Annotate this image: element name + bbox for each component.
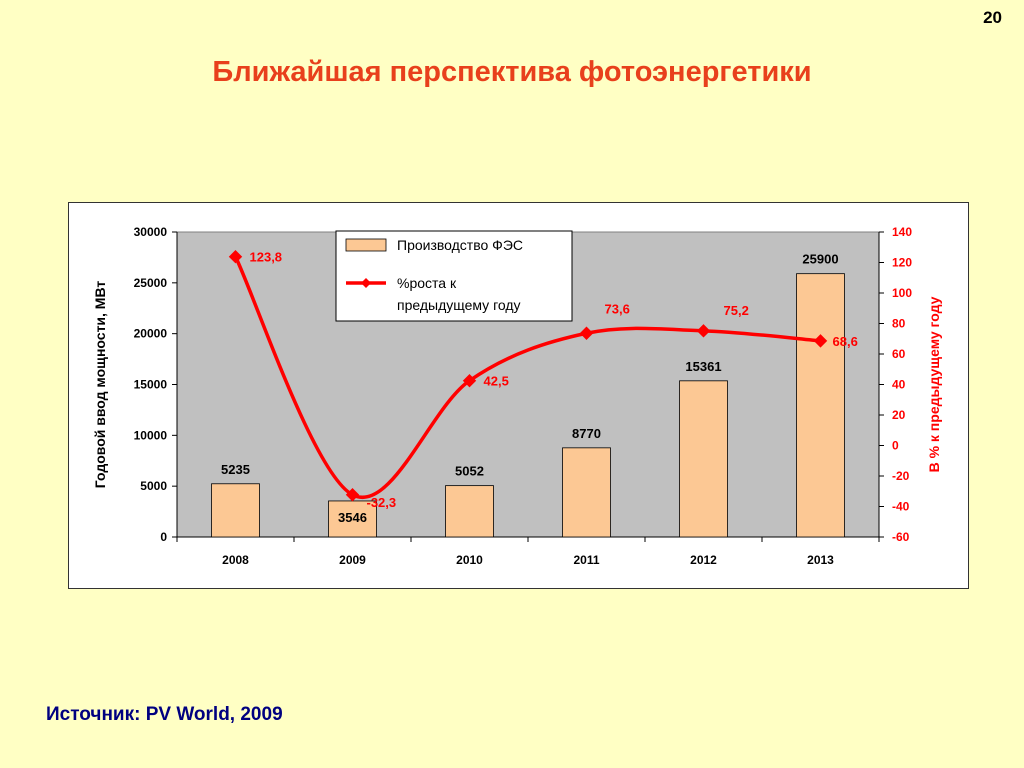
bar-2013 [796, 273, 845, 538]
y-right-tick-label: -40 [892, 500, 910, 514]
line-value-label: 68,6 [833, 334, 858, 349]
line-value-label: 73,6 [605, 301, 630, 316]
legend-bar-label: Производство ФЭС [397, 237, 523, 253]
bar-2011 [562, 447, 611, 538]
x-tick-label: 2011 [573, 553, 599, 567]
line-value-label: 75,2 [724, 303, 749, 318]
bar-2010 [445, 485, 494, 538]
line-value-label: 42,5 [484, 374, 509, 389]
line-value-label: -32,3 [367, 495, 397, 510]
bar-value-label: 25900 [802, 252, 838, 267]
x-tick-label: 2010 [456, 553, 483, 567]
bar-value-label: 8770 [572, 426, 601, 441]
x-tick-label: 2013 [807, 553, 834, 567]
bar-value-label: 5235 [221, 462, 250, 477]
page-number: 20 [983, 8, 1002, 27]
bar-2009 [328, 500, 377, 538]
line-marker-2009 [345, 488, 360, 502]
legend-line-label: %роста к [397, 275, 457, 291]
y-left-tick-label: 0 [160, 530, 167, 544]
y-right-tick-label: 20 [892, 408, 906, 422]
bar-value-label: 5052 [455, 464, 484, 479]
x-tick-label: 2009 [339, 553, 366, 567]
y-right-axis-title: В % к предыдущему году [926, 296, 942, 472]
bar-2008 [211, 483, 260, 538]
line-marker-2013 [813, 334, 828, 348]
legend-bar-swatch [345, 238, 387, 252]
slide-title: Ближайшая перспектива фотоэнергетики [212, 56, 812, 88]
y-right-tick-label: 140 [892, 225, 912, 239]
combo-chart: 0 5000 10000 15000 20000 25000 30000 -60 -40 -20 0… [92, 225, 942, 567]
line-marker-2011 [579, 326, 594, 340]
y-right-tick-label: 120 [892, 256, 912, 270]
y-right-tick-label: 60 [892, 347, 906, 361]
y-right-tick-label: 100 [892, 286, 912, 300]
legend-line-marker [361, 278, 371, 288]
line-value-label: 123,8 [250, 250, 283, 265]
y-left-axis-title: Годовой ввод мощности, МВт [92, 281, 108, 489]
bar-value-label: 3546 [338, 510, 367, 525]
y-right-tick-label: -20 [892, 469, 910, 483]
line-marker-2012 [696, 324, 711, 338]
y-right-tick-label: 80 [892, 317, 906, 331]
bar-value-label: 15361 [685, 359, 721, 374]
y-left-tick-label: 30000 [134, 225, 168, 239]
chart-frame: 0 5000 10000 15000 20000 25000 30000 -60 -40 -20 0… [68, 202, 969, 589]
y-right-tick-label: 0 [892, 439, 899, 453]
source-note: Источник: PV World, 2009 [46, 704, 283, 725]
y-right-tick-label: 40 [892, 378, 906, 392]
line-marker-2010 [462, 373, 477, 388]
bar-2012 [679, 380, 728, 538]
y-left-tick-label: 15000 [134, 378, 168, 392]
legend-line-label-2: предыдущему году [397, 297, 521, 313]
y-left-tick-label: 10000 [134, 428, 168, 442]
line-marker-2008 [228, 249, 243, 264]
y-left-tick-label: 20000 [134, 327, 168, 341]
y-left-tick-label: 5000 [140, 479, 167, 493]
y-right-tick-label: -60 [892, 530, 910, 544]
y-left-tick-label: 25000 [134, 276, 168, 290]
x-tick-label: 2008 [222, 553, 249, 567]
x-tick-label: 2012 [690, 553, 717, 567]
